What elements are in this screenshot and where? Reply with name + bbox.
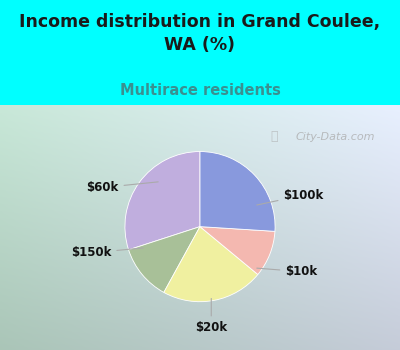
Text: City-Data.com: City-Data.com xyxy=(296,132,376,142)
Text: $150k: $150k xyxy=(71,246,143,259)
Wedge shape xyxy=(125,152,200,250)
Text: $60k: $60k xyxy=(86,181,158,194)
Wedge shape xyxy=(164,227,258,302)
Text: Multirace residents: Multirace residents xyxy=(120,83,280,98)
Text: $100k: $100k xyxy=(257,189,324,205)
Text: $10k: $10k xyxy=(257,265,318,278)
Text: Income distribution in Grand Coulee,
WA (%): Income distribution in Grand Coulee, WA … xyxy=(20,14,380,54)
Text: ⌕: ⌕ xyxy=(270,130,278,143)
Text: $20k: $20k xyxy=(195,299,227,335)
Wedge shape xyxy=(200,227,275,274)
Wedge shape xyxy=(200,152,275,231)
Wedge shape xyxy=(128,227,200,292)
